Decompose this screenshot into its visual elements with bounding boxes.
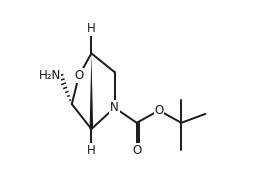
Text: O: O [74,69,83,82]
Text: H: H [87,144,96,157]
Text: H: H [87,22,96,35]
Polygon shape [90,53,93,129]
Text: H₂N: H₂N [38,69,61,82]
Text: N: N [110,101,119,114]
Text: O: O [154,104,164,117]
Text: O: O [132,144,141,157]
